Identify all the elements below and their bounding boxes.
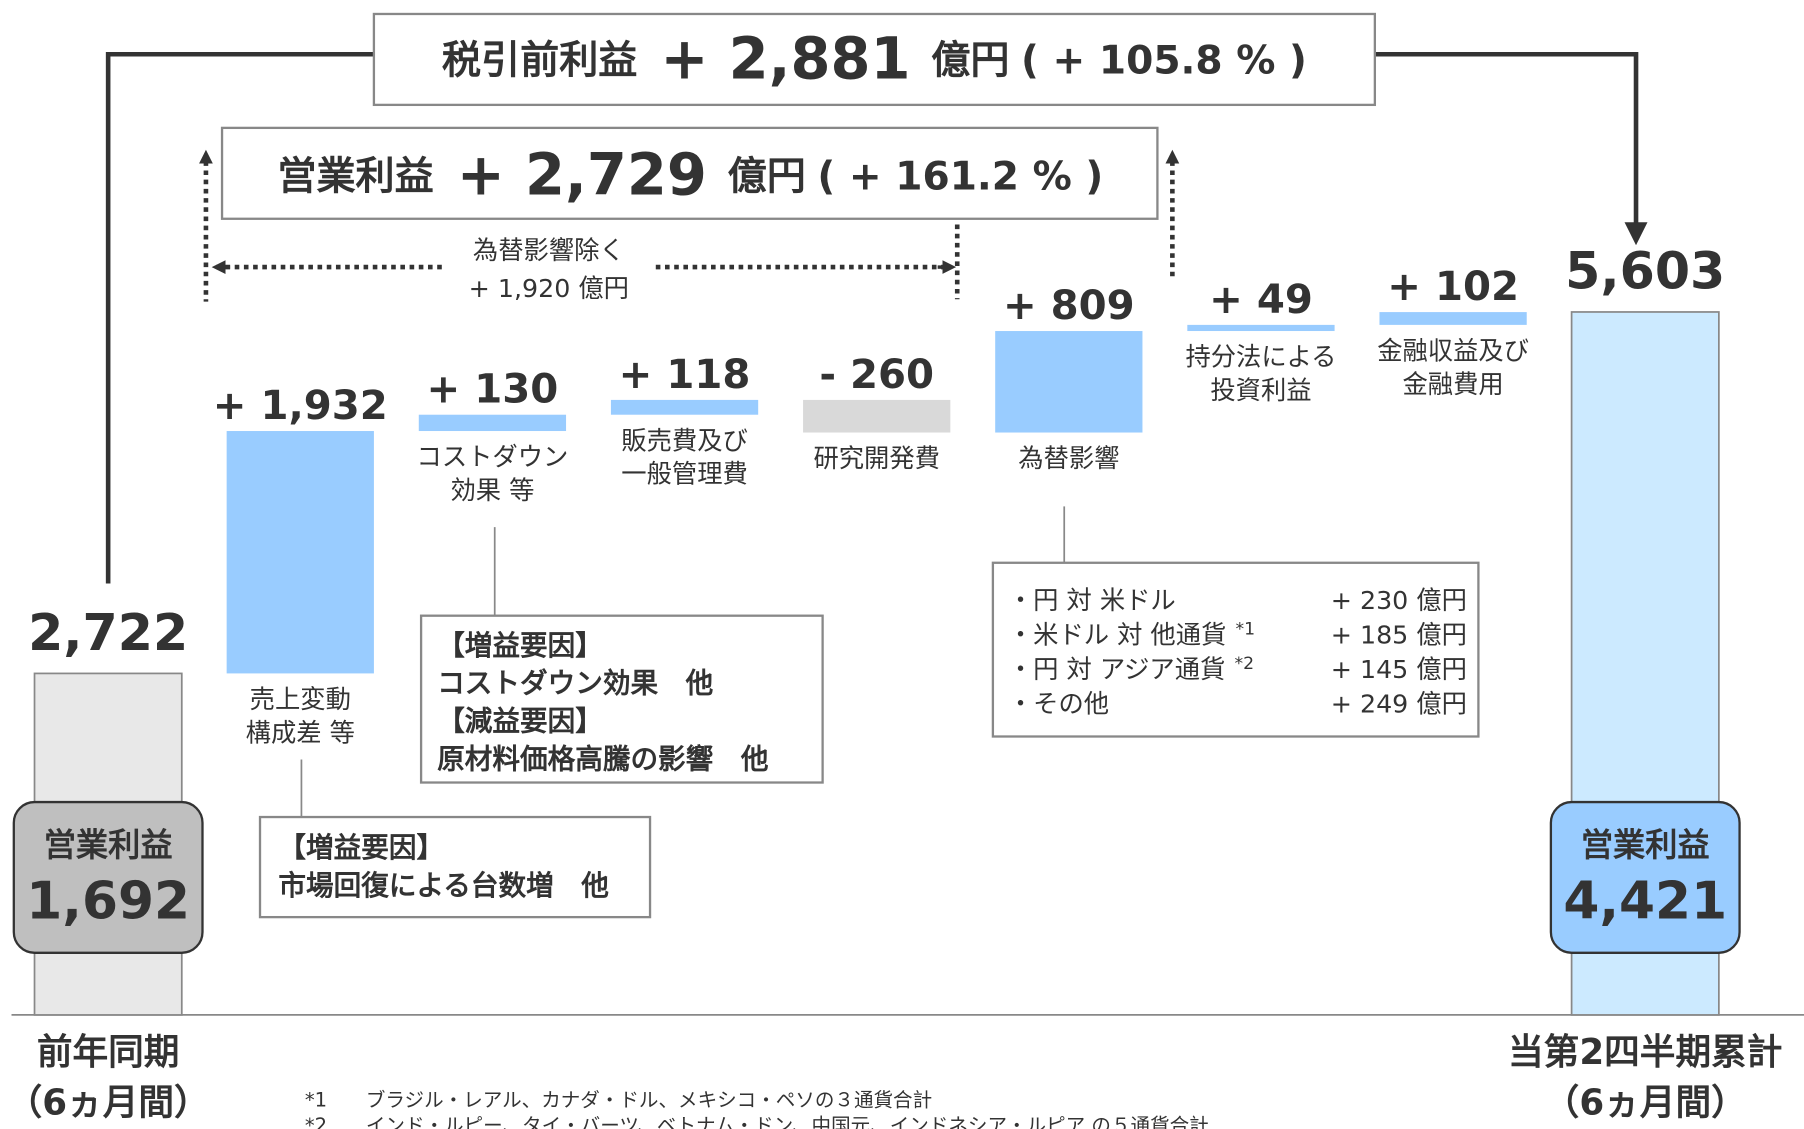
fx-box [991, 561, 1480, 738]
value-label: + 49 [1209, 277, 1313, 323]
category-label: 持分法による投資利益 [1185, 343, 1336, 405]
step-bar [803, 399, 951, 433]
footnote-mark: *1 [305, 1089, 327, 1112]
value-label: + 1,932 [213, 383, 388, 429]
value-label: + 102 [1387, 264, 1519, 310]
footnote-mark: *2 [305, 1114, 327, 1129]
fx-excluded-label: 為替影響除く [473, 236, 625, 265]
note-box [258, 815, 652, 919]
footnote-text: ブラジル・レアル、カナダ・ドル、メキシコ・ペソの３通貨合計 [366, 1089, 932, 1112]
step-bar [610, 399, 759, 415]
fx-row-name: ・円 対 アジア通貨 [1008, 655, 1225, 684]
badge-label: 営業利益 [1581, 826, 1710, 864]
step-bar [226, 431, 374, 674]
category-label: 当第2四半期累計（6ヵ月間） [1508, 1032, 1782, 1124]
fx-row-label: ・その他 [1008, 689, 1109, 718]
value-label: + 118 [619, 352, 751, 398]
category-label: 為替影響 [1018, 444, 1119, 473]
note-text: 市場回復による台数増 他 [278, 869, 609, 902]
category-label: 売上変動構成差 等 [246, 685, 355, 747]
fx-row-ref: *1 [1236, 620, 1256, 640]
category-label: 研究開発費 [813, 444, 940, 473]
badge-label: 営業利益 [44, 826, 173, 864]
value-label: - 260 [819, 352, 934, 398]
step-bar [995, 331, 1143, 433]
fx-row-ref: *2 [1235, 654, 1255, 674]
badge-value: 4,421 [1563, 871, 1727, 931]
fx-row-label: ・円 対 米ドル [1008, 586, 1176, 615]
fx-row-label: ・米ドル 対 他通貨 *1 [1008, 620, 1255, 650]
fx-excluded-value: + 1,920 億円 [469, 274, 629, 303]
fx-row-value: + 145 億円 [1331, 655, 1467, 684]
operating-badge [1549, 800, 1741, 954]
note-text: 【増益要因】 [278, 831, 444, 864]
note-text: 【減益要因】 [437, 705, 603, 738]
category-label: 金融収益及び金融費用 [1377, 336, 1529, 398]
note-text: コストダウン効果 他 [437, 667, 713, 700]
fx-row-name: ・円 対 米ドル [1008, 586, 1176, 615]
fx-row-value: + 230 億円 [1331, 586, 1467, 615]
connector-arrow [1374, 51, 1648, 246]
pretax-headline: 税引前利益 + 2,881 億円( + 105.8 % ) [442, 25, 1307, 92]
step-bar [418, 414, 567, 432]
step-bar [1187, 324, 1335, 332]
note-text: 原材料価格高騰の影響 他 [437, 743, 769, 776]
category-label: 前年同期（6ヵ月間） [7, 1032, 210, 1124]
note-box [419, 614, 824, 784]
connector [105, 51, 374, 584]
note-text: 【増益要因】 [437, 629, 603, 662]
operating-box [220, 126, 1159, 220]
pretax-box [372, 12, 1377, 107]
step-bar [1379, 312, 1527, 325]
fx-row-value: + 249 億円 [1331, 689, 1467, 718]
fx-row-name: ・その他 [1008, 689, 1109, 718]
category-label: 販売費及び一般管理費 [621, 426, 748, 488]
fx-row-value: + 185 億円 [1331, 620, 1467, 649]
value-label: 5,603 [1565, 242, 1725, 301]
operating-badge [12, 800, 204, 954]
category-label: コストダウン効果 等 [417, 443, 569, 505]
value-label: + 809 [1003, 283, 1135, 329]
fx-row-name: ・米ドル 対 他通貨 [1008, 620, 1226, 649]
value-label: + 130 [427, 367, 559, 413]
value-label: 2,722 [28, 603, 188, 662]
footnote-text: インド・ルピー、タイ・バーツ、ベトナム・ドン、中国元、インドネシア・ルピア の５… [366, 1114, 1209, 1129]
operating-headline: 営業利益 + 2,729 億円( + 161.2 % ) [277, 141, 1103, 208]
badge-value: 1,692 [26, 871, 190, 931]
fx-row-label: ・円 対 アジア通貨 *2 [1008, 654, 1254, 684]
